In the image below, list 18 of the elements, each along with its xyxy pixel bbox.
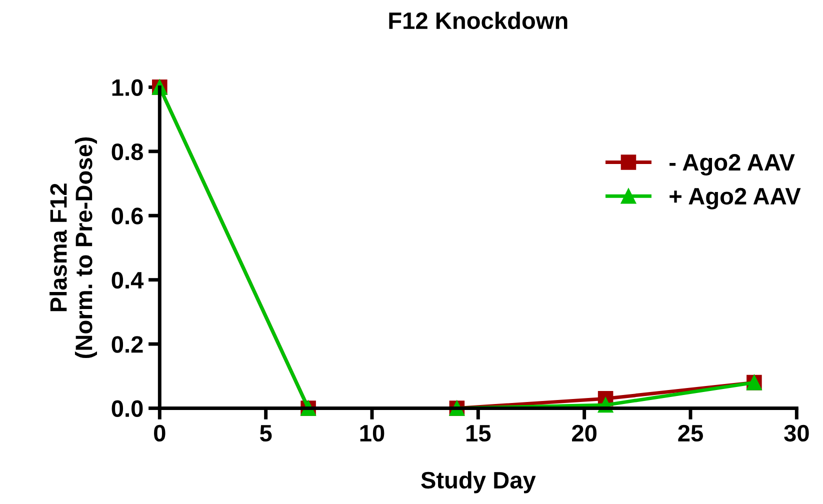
x-tick-label: 30: [784, 424, 809, 442]
x-tick-label: 5: [260, 425, 272, 442]
x-tick-label: 15: [466, 425, 491, 442]
y-tick-label: 0.2: [112, 336, 143, 353]
legend-label: + Ago2 AAV: [670, 188, 801, 210]
y-tick-label: 0.4: [112, 272, 144, 289]
x-tick-label: 0: [154, 424, 166, 442]
y-tick-label: 0.6: [112, 208, 143, 224]
y-tick-label: 0.8: [112, 143, 143, 160]
chart-title: F12 Knockdown: [389, 12, 568, 30]
y-tick-label: 0.0: [112, 400, 143, 418]
x-axis-title: Study Day: [421, 471, 536, 494]
legend-label: - Ago2 AAV: [670, 154, 795, 176]
y-axis-title: Plasma F12 (Norm. to Pre-Dose): [50, 137, 97, 358]
x-tick-label: 20: [572, 424, 596, 442]
y-tick-label: 1.0: [112, 79, 143, 96]
x-tick-label: 10: [360, 424, 384, 442]
x-tick-label: 25: [678, 424, 703, 442]
